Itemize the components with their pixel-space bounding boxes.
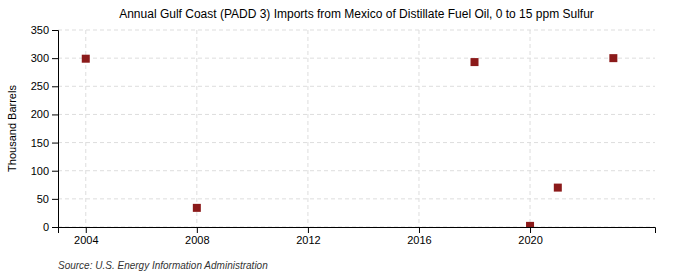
tick-mark	[52, 86, 58, 87]
title: Annual Gulf Coast (PADD 3) Imports from …	[119, 7, 594, 21]
tick-label: 100	[31, 165, 49, 177]
grid-line	[58, 142, 655, 143]
chart: 2004 2008 2012 2016 2020 0 50 100 150 200 250 300 35…	[0, 0, 675, 275]
tick-label: 2020	[518, 234, 542, 246]
grid-line	[58, 170, 655, 171]
tick: 0	[43, 221, 58, 233]
grid-line	[58, 30, 655, 31]
grid-line	[418, 30, 419, 227]
tick: 350	[31, 24, 58, 36]
tick-mark	[52, 58, 58, 59]
point	[526, 222, 534, 227]
tick: 300	[31, 52, 58, 64]
point	[471, 58, 479, 66]
tick: 2016	[407, 227, 431, 246]
y-axis: 0 50 100 150 200 250 300 350	[31, 24, 59, 233]
tick: 100	[31, 165, 58, 177]
axis-line	[52, 31, 59, 228]
tick-label: 250	[31, 80, 49, 92]
tick-label: 2004	[74, 234, 98, 246]
grid-line	[58, 198, 655, 199]
tick: 50	[37, 193, 58, 205]
tick: 150	[31, 137, 58, 149]
source: Source: U.S. Energy Information Administ…	[58, 260, 268, 271]
tick: 200	[31, 108, 58, 120]
axis-line	[59, 228, 656, 234]
points	[82, 54, 618, 227]
tick-mark	[52, 227, 58, 228]
tick: 2012	[296, 227, 320, 246]
tick: 250	[31, 80, 58, 92]
grid-line	[196, 30, 197, 227]
tick-label: 150	[31, 137, 49, 149]
grid-line	[307, 30, 308, 227]
plot: 2004 2008 2012 2016 2020 0 50 100 150 200 250 300 35…	[31, 24, 656, 246]
point	[82, 55, 90, 63]
grid	[58, 30, 655, 227]
tick-mark	[52, 143, 58, 144]
tick: 2020	[518, 227, 542, 246]
tick-mark	[52, 114, 58, 115]
tick-mark	[86, 227, 87, 233]
tick: 2008	[185, 227, 209, 246]
tick-mark	[52, 171, 58, 172]
tick-mark	[52, 30, 58, 31]
grid-line	[58, 58, 655, 59]
tick-mark	[530, 227, 531, 233]
tick-mark	[197, 227, 198, 233]
tick-label: 2016	[407, 234, 431, 246]
tick-label: 300	[31, 52, 49, 64]
tick-label: 2008	[185, 234, 209, 246]
point	[193, 204, 201, 212]
tick-label: 2012	[296, 234, 320, 246]
tick-label: 50	[37, 193, 49, 205]
grid-line	[58, 86, 655, 87]
tick: 2004	[74, 227, 98, 246]
tick-label: 200	[31, 108, 49, 120]
tick-label: 350	[31, 24, 49, 36]
tick-mark	[52, 199, 58, 200]
x-axis: 2004 2008 2012 2016 2020	[59, 227, 656, 246]
grid-line	[58, 114, 655, 115]
point	[554, 184, 562, 192]
tick-mark	[419, 227, 420, 233]
y-label: Thousand Barrels	[6, 85, 18, 172]
point	[609, 54, 617, 62]
tick-label: 0	[43, 221, 49, 233]
grid-line	[530, 30, 531, 227]
tick-mark	[308, 227, 309, 233]
